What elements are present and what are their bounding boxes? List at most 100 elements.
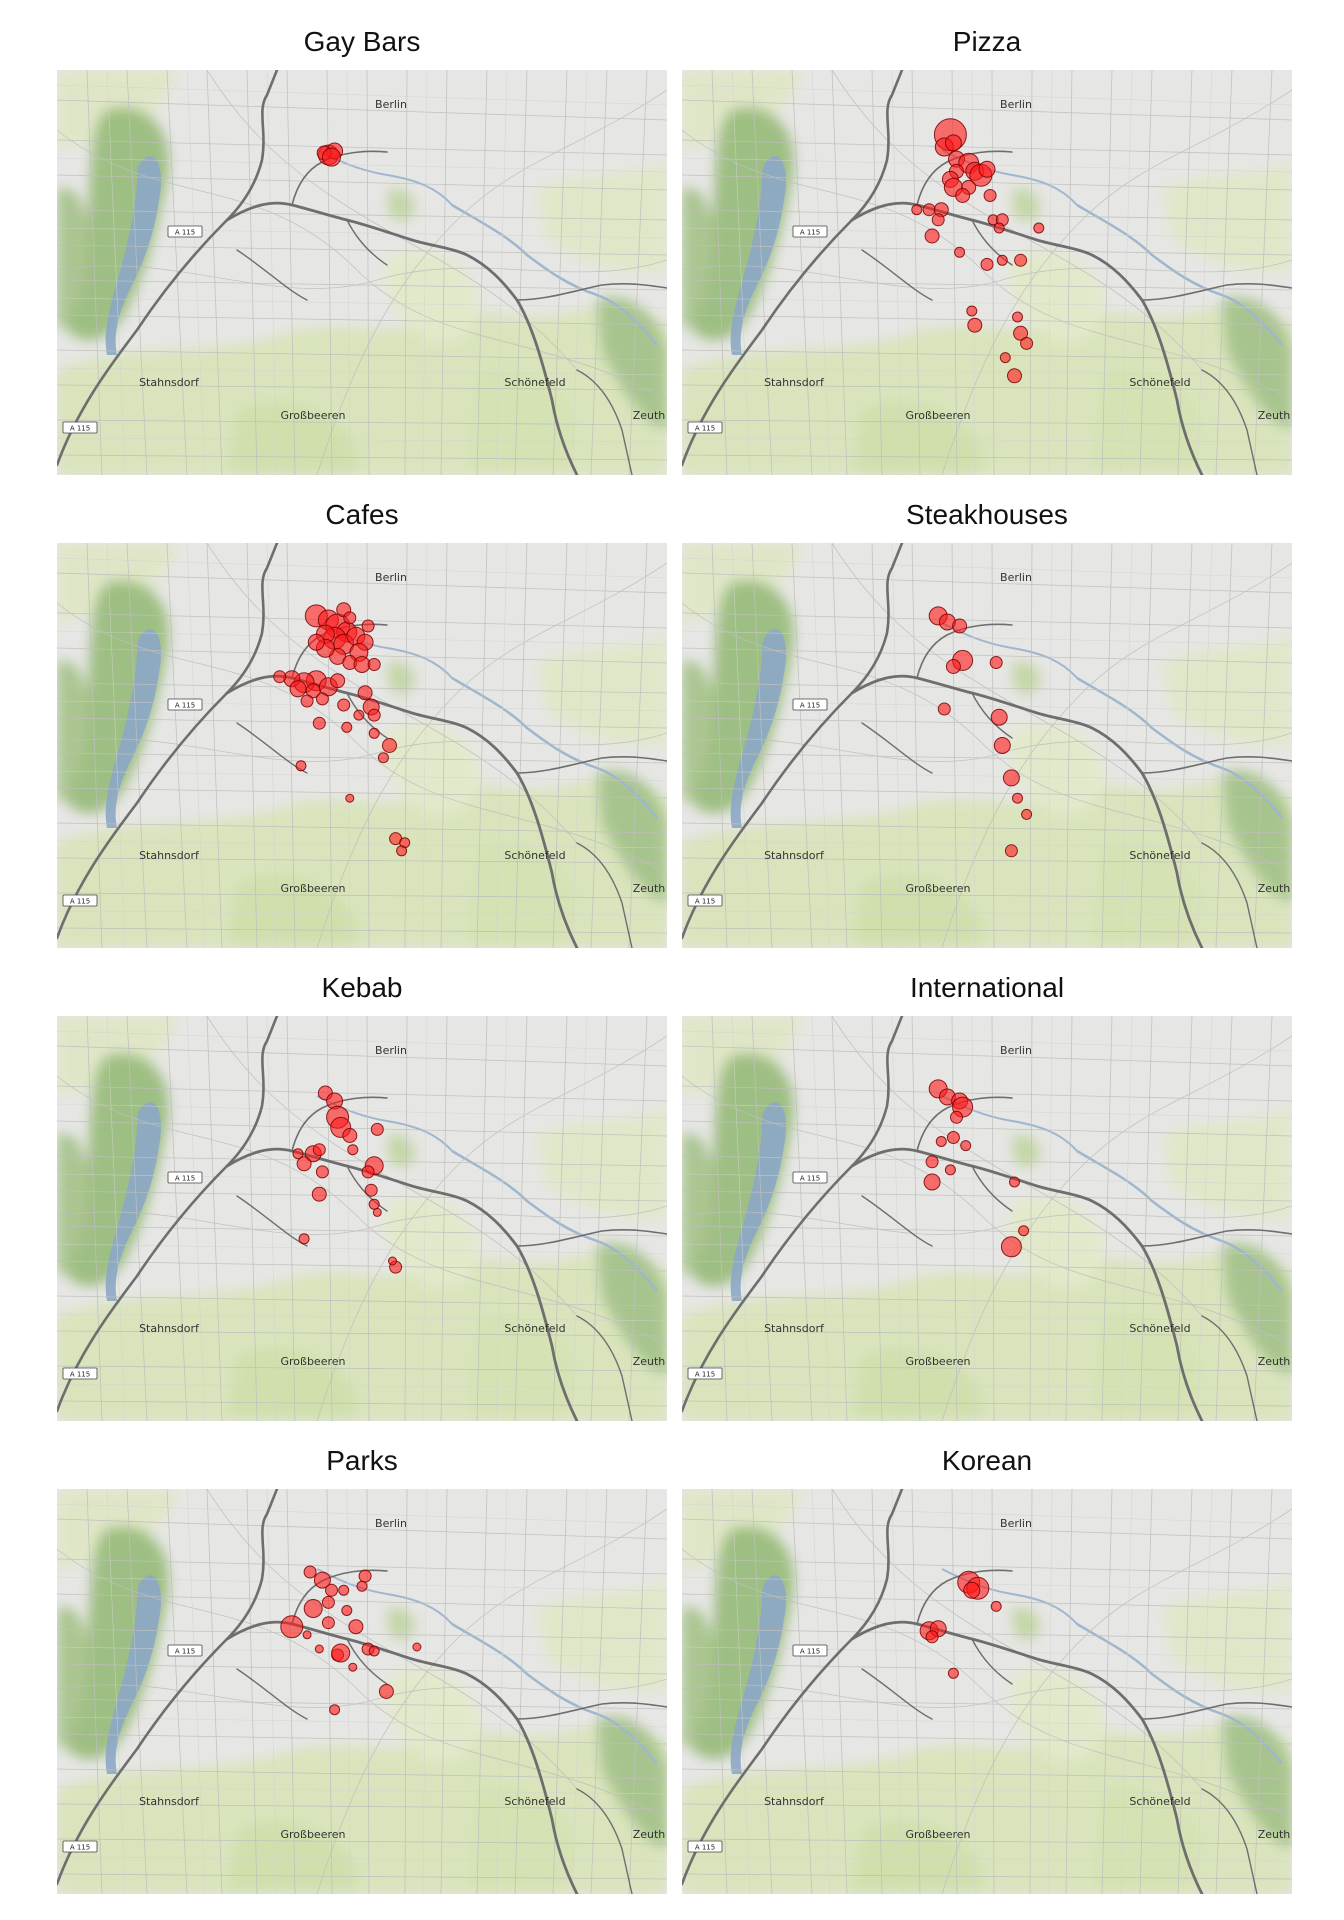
location-marker[interactable] <box>925 1155 939 1169</box>
location-marker[interactable] <box>315 1165 329 1179</box>
location-marker[interactable] <box>311 1186 327 1202</box>
location-marker[interactable] <box>280 1615 304 1639</box>
map-view[interactable]: Berlin Stahnsdorf Großbeeren Schönefeld … <box>57 543 667 948</box>
location-marker[interactable] <box>331 1643 351 1663</box>
location-marker[interactable] <box>922 203 936 217</box>
location-marker[interactable] <box>945 659 961 674</box>
location-marker[interactable] <box>960 1140 972 1152</box>
location-marker[interactable] <box>924 228 940 244</box>
location-marker[interactable] <box>952 618 968 634</box>
location-marker[interactable] <box>993 737 1011 754</box>
location-marker[interactable] <box>382 738 397 753</box>
location-marker[interactable] <box>993 222 1005 234</box>
location-marker[interactable] <box>1014 253 1028 267</box>
location-marker[interactable] <box>1012 311 1023 323</box>
location-marker[interactable] <box>338 1584 350 1596</box>
location-marker[interactable] <box>1021 808 1033 820</box>
location-marker[interactable] <box>946 1131 960 1144</box>
location-marker[interactable] <box>931 213 945 227</box>
map-view[interactable]: Berlin Stahnsdorf Großbeeren Schönefeld … <box>682 70 1292 475</box>
location-marker[interactable] <box>1007 368 1022 384</box>
location-marker[interactable] <box>1000 1236 1022 1258</box>
location-marker[interactable] <box>368 1198 380 1210</box>
location-marker[interactable] <box>330 673 346 689</box>
location-marker[interactable] <box>1009 1176 1020 1188</box>
location-marker[interactable] <box>944 1164 956 1176</box>
location-marker[interactable] <box>342 1128 358 1143</box>
location-marker[interactable] <box>999 352 1011 364</box>
location-marker[interactable] <box>944 134 962 152</box>
location-marker[interactable] <box>312 1143 326 1157</box>
location-marker[interactable] <box>935 1136 947 1147</box>
location-marker[interactable] <box>1018 1225 1030 1237</box>
location-marker[interactable] <box>925 1630 939 1644</box>
location-marker[interactable] <box>378 1684 394 1699</box>
location-marker[interactable] <box>337 698 351 712</box>
map-view[interactable]: Berlin Stahnsdorf Großbeeren Schönefeld … <box>57 1016 667 1421</box>
location-marker[interactable] <box>1033 222 1045 234</box>
location-marker[interactable] <box>966 305 978 317</box>
location-marker[interactable] <box>1002 769 1020 787</box>
location-marker[interactable] <box>307 633 325 651</box>
location-marker[interactable] <box>303 1599 323 1618</box>
map-view[interactable]: Berlin Stahnsdorf Großbeeren Schönefeld … <box>682 1489 1292 1894</box>
location-marker[interactable] <box>978 160 996 178</box>
location-marker[interactable] <box>377 752 389 764</box>
location-marker[interactable] <box>923 1173 941 1191</box>
location-marker[interactable] <box>368 1645 380 1657</box>
location-marker[interactable] <box>314 1644 324 1654</box>
map-view[interactable]: Berlin Stahnsdorf Großbeeren Schönefeld … <box>57 70 667 475</box>
location-marker[interactable] <box>980 257 994 271</box>
location-marker[interactable] <box>990 708 1008 726</box>
location-marker[interactable] <box>990 1600 1002 1612</box>
location-marker[interactable] <box>341 721 353 733</box>
location-marker[interactable] <box>396 845 408 857</box>
location-marker[interactable] <box>300 694 314 708</box>
location-marker[interactable] <box>357 685 373 701</box>
location-marker[interactable] <box>1012 792 1023 804</box>
location-marker[interactable] <box>312 716 326 730</box>
location-marker[interactable] <box>321 1595 335 1609</box>
location-marker[interactable] <box>955 188 971 203</box>
location-marker[interactable] <box>947 1667 959 1679</box>
location-marker[interactable] <box>361 1165 375 1179</box>
location-marker[interactable] <box>341 1605 353 1616</box>
location-marker[interactable] <box>937 702 951 716</box>
location-marker[interactable] <box>289 680 307 698</box>
location-marker[interactable] <box>315 692 329 706</box>
location-marker[interactable] <box>361 619 375 633</box>
location-marker[interactable] <box>364 1183 378 1197</box>
location-marker[interactable] <box>353 709 365 721</box>
location-marker[interactable] <box>1013 325 1029 341</box>
location-marker[interactable] <box>372 1207 382 1217</box>
location-marker[interactable] <box>347 1144 359 1156</box>
location-marker[interactable] <box>302 1630 312 1640</box>
location-marker[interactable] <box>329 1704 341 1716</box>
location-marker[interactable] <box>321 1616 335 1630</box>
location-marker[interactable] <box>343 611 357 625</box>
map-view[interactable]: Berlin Stahnsdorf Großbeeren Schönefeld … <box>682 543 1292 948</box>
location-marker[interactable] <box>348 1662 358 1672</box>
location-marker[interactable] <box>370 1122 384 1136</box>
map-view[interactable]: Berlin Stahnsdorf Großbeeren Schönefeld … <box>682 1016 1292 1421</box>
location-marker[interactable] <box>313 1571 331 1589</box>
location-marker[interactable] <box>358 1569 372 1583</box>
location-marker[interactable] <box>353 656 371 673</box>
location-marker[interactable] <box>325 1583 338 1597</box>
location-marker[interactable] <box>367 708 381 722</box>
map-view[interactable]: Berlin Stahnsdorf Großbeeren Schönefeld … <box>57 1489 667 1894</box>
location-marker[interactable] <box>292 1148 304 1160</box>
location-marker[interactable] <box>1004 844 1018 858</box>
location-marker[interactable] <box>296 1156 312 1172</box>
location-marker[interactable] <box>954 246 966 258</box>
location-marker[interactable] <box>368 727 380 739</box>
location-marker[interactable] <box>367 658 381 671</box>
location-marker[interactable] <box>322 147 341 167</box>
location-marker[interactable] <box>983 189 997 202</box>
location-marker[interactable] <box>996 254 1008 266</box>
location-marker[interactable] <box>412 1642 422 1652</box>
location-marker[interactable] <box>967 317 983 333</box>
location-marker[interactable] <box>295 760 307 772</box>
location-marker[interactable] <box>303 1565 317 1579</box>
location-marker[interactable] <box>298 1233 310 1245</box>
